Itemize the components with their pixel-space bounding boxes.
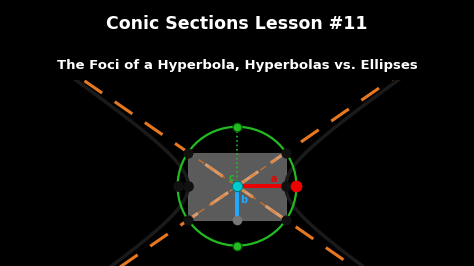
Text: Conic Sections Lesson #11: Conic Sections Lesson #11 xyxy=(106,15,368,33)
Point xyxy=(184,218,192,222)
Point xyxy=(282,150,290,155)
Point xyxy=(233,125,241,129)
Point xyxy=(282,184,290,188)
Text: The Foci of a Hyperbola, Hyperbolas vs. Ellipses: The Foci of a Hyperbola, Hyperbolas vs. … xyxy=(56,59,418,72)
Point xyxy=(174,184,182,188)
Point xyxy=(184,150,192,155)
Point xyxy=(233,243,241,248)
Point xyxy=(184,184,192,188)
Point xyxy=(282,218,290,222)
Point xyxy=(233,218,241,222)
Text: b: b xyxy=(240,195,248,205)
Text: c: c xyxy=(228,173,234,183)
Text: a: a xyxy=(270,174,277,184)
Point xyxy=(292,184,300,188)
Bar xyxy=(188,152,286,220)
Point xyxy=(233,184,241,188)
